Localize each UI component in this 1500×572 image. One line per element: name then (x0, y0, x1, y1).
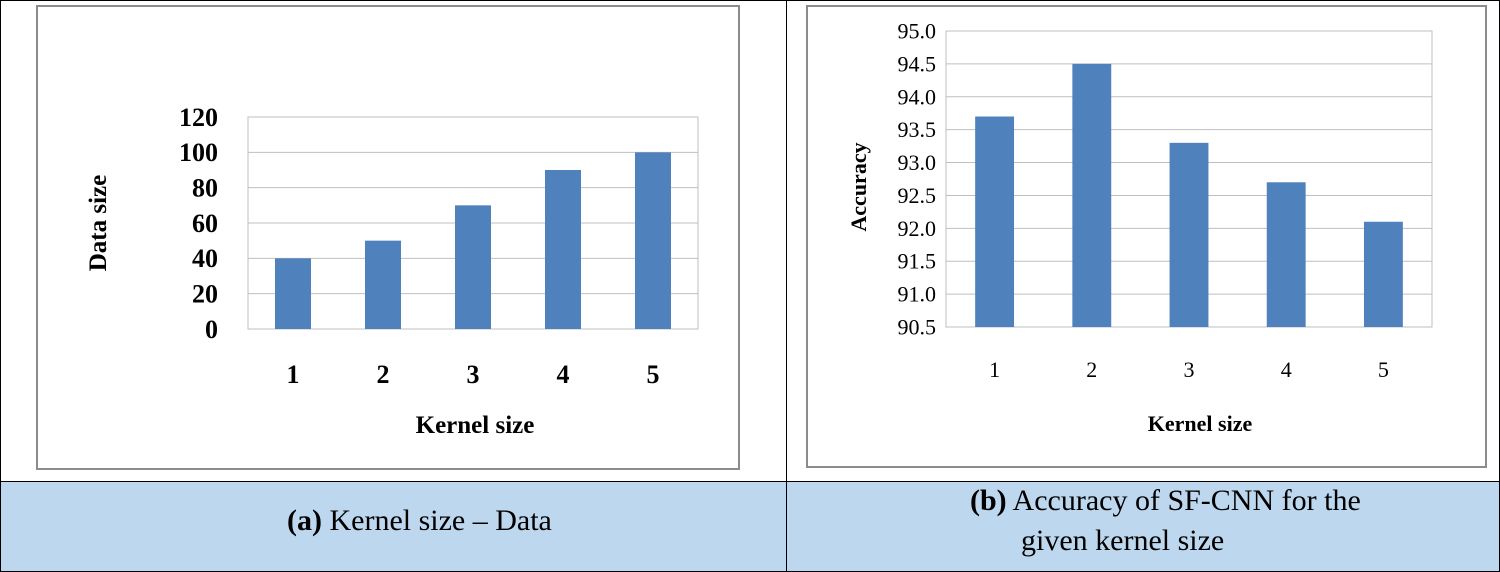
x-tick-label: 2 (1086, 357, 1097, 382)
y-tick-label: 20 (192, 280, 218, 309)
row-divider (0, 481, 1500, 482)
y-tick-label: 93.0 (898, 150, 937, 175)
y-tick-label: 80 (192, 174, 218, 203)
caption-b-text-2: given kernel size (1021, 524, 1225, 557)
caption-a: (a) Kernel size – Data (287, 504, 552, 538)
y-tick-label: 90.5 (898, 314, 937, 339)
bar-3 (1169, 142, 1209, 327)
chart-b-svg: 90.5 91.0 91.5 92.0 92.5 93.0 93.5 94.0 94.5 95.0… (846, 18, 1433, 436)
bar-1 (975, 116, 1015, 327)
caption-b-text-1: Accuracy of SF-CNN for the (1012, 484, 1361, 517)
y-tick-label: 91.0 (898, 282, 937, 307)
caption-b-line1: (b) Accuracy of SF-CNN for the (970, 484, 1361, 518)
caption-b-label: (b) (970, 484, 1007, 517)
y-tick-label: 100 (179, 138, 218, 167)
y-tick-label: 91.5 (898, 249, 937, 274)
x-tick-label: 3 (467, 360, 480, 389)
bar-4 (545, 170, 581, 329)
y-tick-label: 92.0 (898, 216, 937, 241)
y-tick-label: 120 (179, 103, 218, 132)
x-tick-label: 3 (1184, 357, 1195, 382)
bar-3 (455, 205, 491, 329)
y-tick-label: 94.5 (898, 51, 937, 76)
caption-row (1, 482, 1499, 571)
caption-a-label: (a) (287, 504, 322, 537)
x-tick-label: 1 (989, 357, 1000, 382)
y-tick-label: 94.0 (898, 84, 937, 109)
column-divider (786, 0, 787, 572)
x-tick-label: 4 (557, 360, 570, 389)
x-tick-label: 5 (647, 360, 660, 389)
chart-a-svg: 0 20 40 60 80 100 120 1 2 3 4 5 Kernel size Data size (85, 103, 699, 439)
y-axis-label: Accuracy (846, 142, 871, 231)
caption-a-text: Kernel size – Data (329, 504, 552, 537)
x-tick-label: 1 (287, 360, 300, 389)
x-tick-label: 2 (377, 360, 390, 389)
x-axis-label: Kernel size (1148, 411, 1253, 436)
x-axis-label: Kernel size (416, 412, 535, 439)
y-tick-label: 93.5 (898, 117, 937, 142)
y-tick-label: 95.0 (898, 18, 937, 43)
caption-b-line2: given kernel size (1021, 524, 1224, 558)
chart-a-panel: 0 20 40 60 80 100 120 1 2 3 4 5 Kernel size Data size (36, 5, 740, 470)
bar-5 (1363, 221, 1403, 327)
y-axis-label: Data size (85, 175, 112, 272)
bar-2 (1072, 63, 1112, 328)
y-tick-label: 60 (192, 209, 218, 238)
y-tick-label: 92.5 (898, 183, 937, 208)
bar-4 (1266, 182, 1306, 327)
x-tick-label: 5 (1378, 357, 1389, 382)
bar-5 (635, 152, 671, 329)
bar-1 (275, 258, 311, 329)
bar-2 (365, 240, 401, 329)
y-tick-label: 40 (192, 244, 218, 273)
chart-b-panel: 90.5 91.0 91.5 92.0 92.5 93.0 93.5 94.0 94.5 95.0… (806, 5, 1487, 468)
x-tick-label: 4 (1281, 357, 1292, 382)
y-tick-label: 0 (205, 315, 218, 344)
